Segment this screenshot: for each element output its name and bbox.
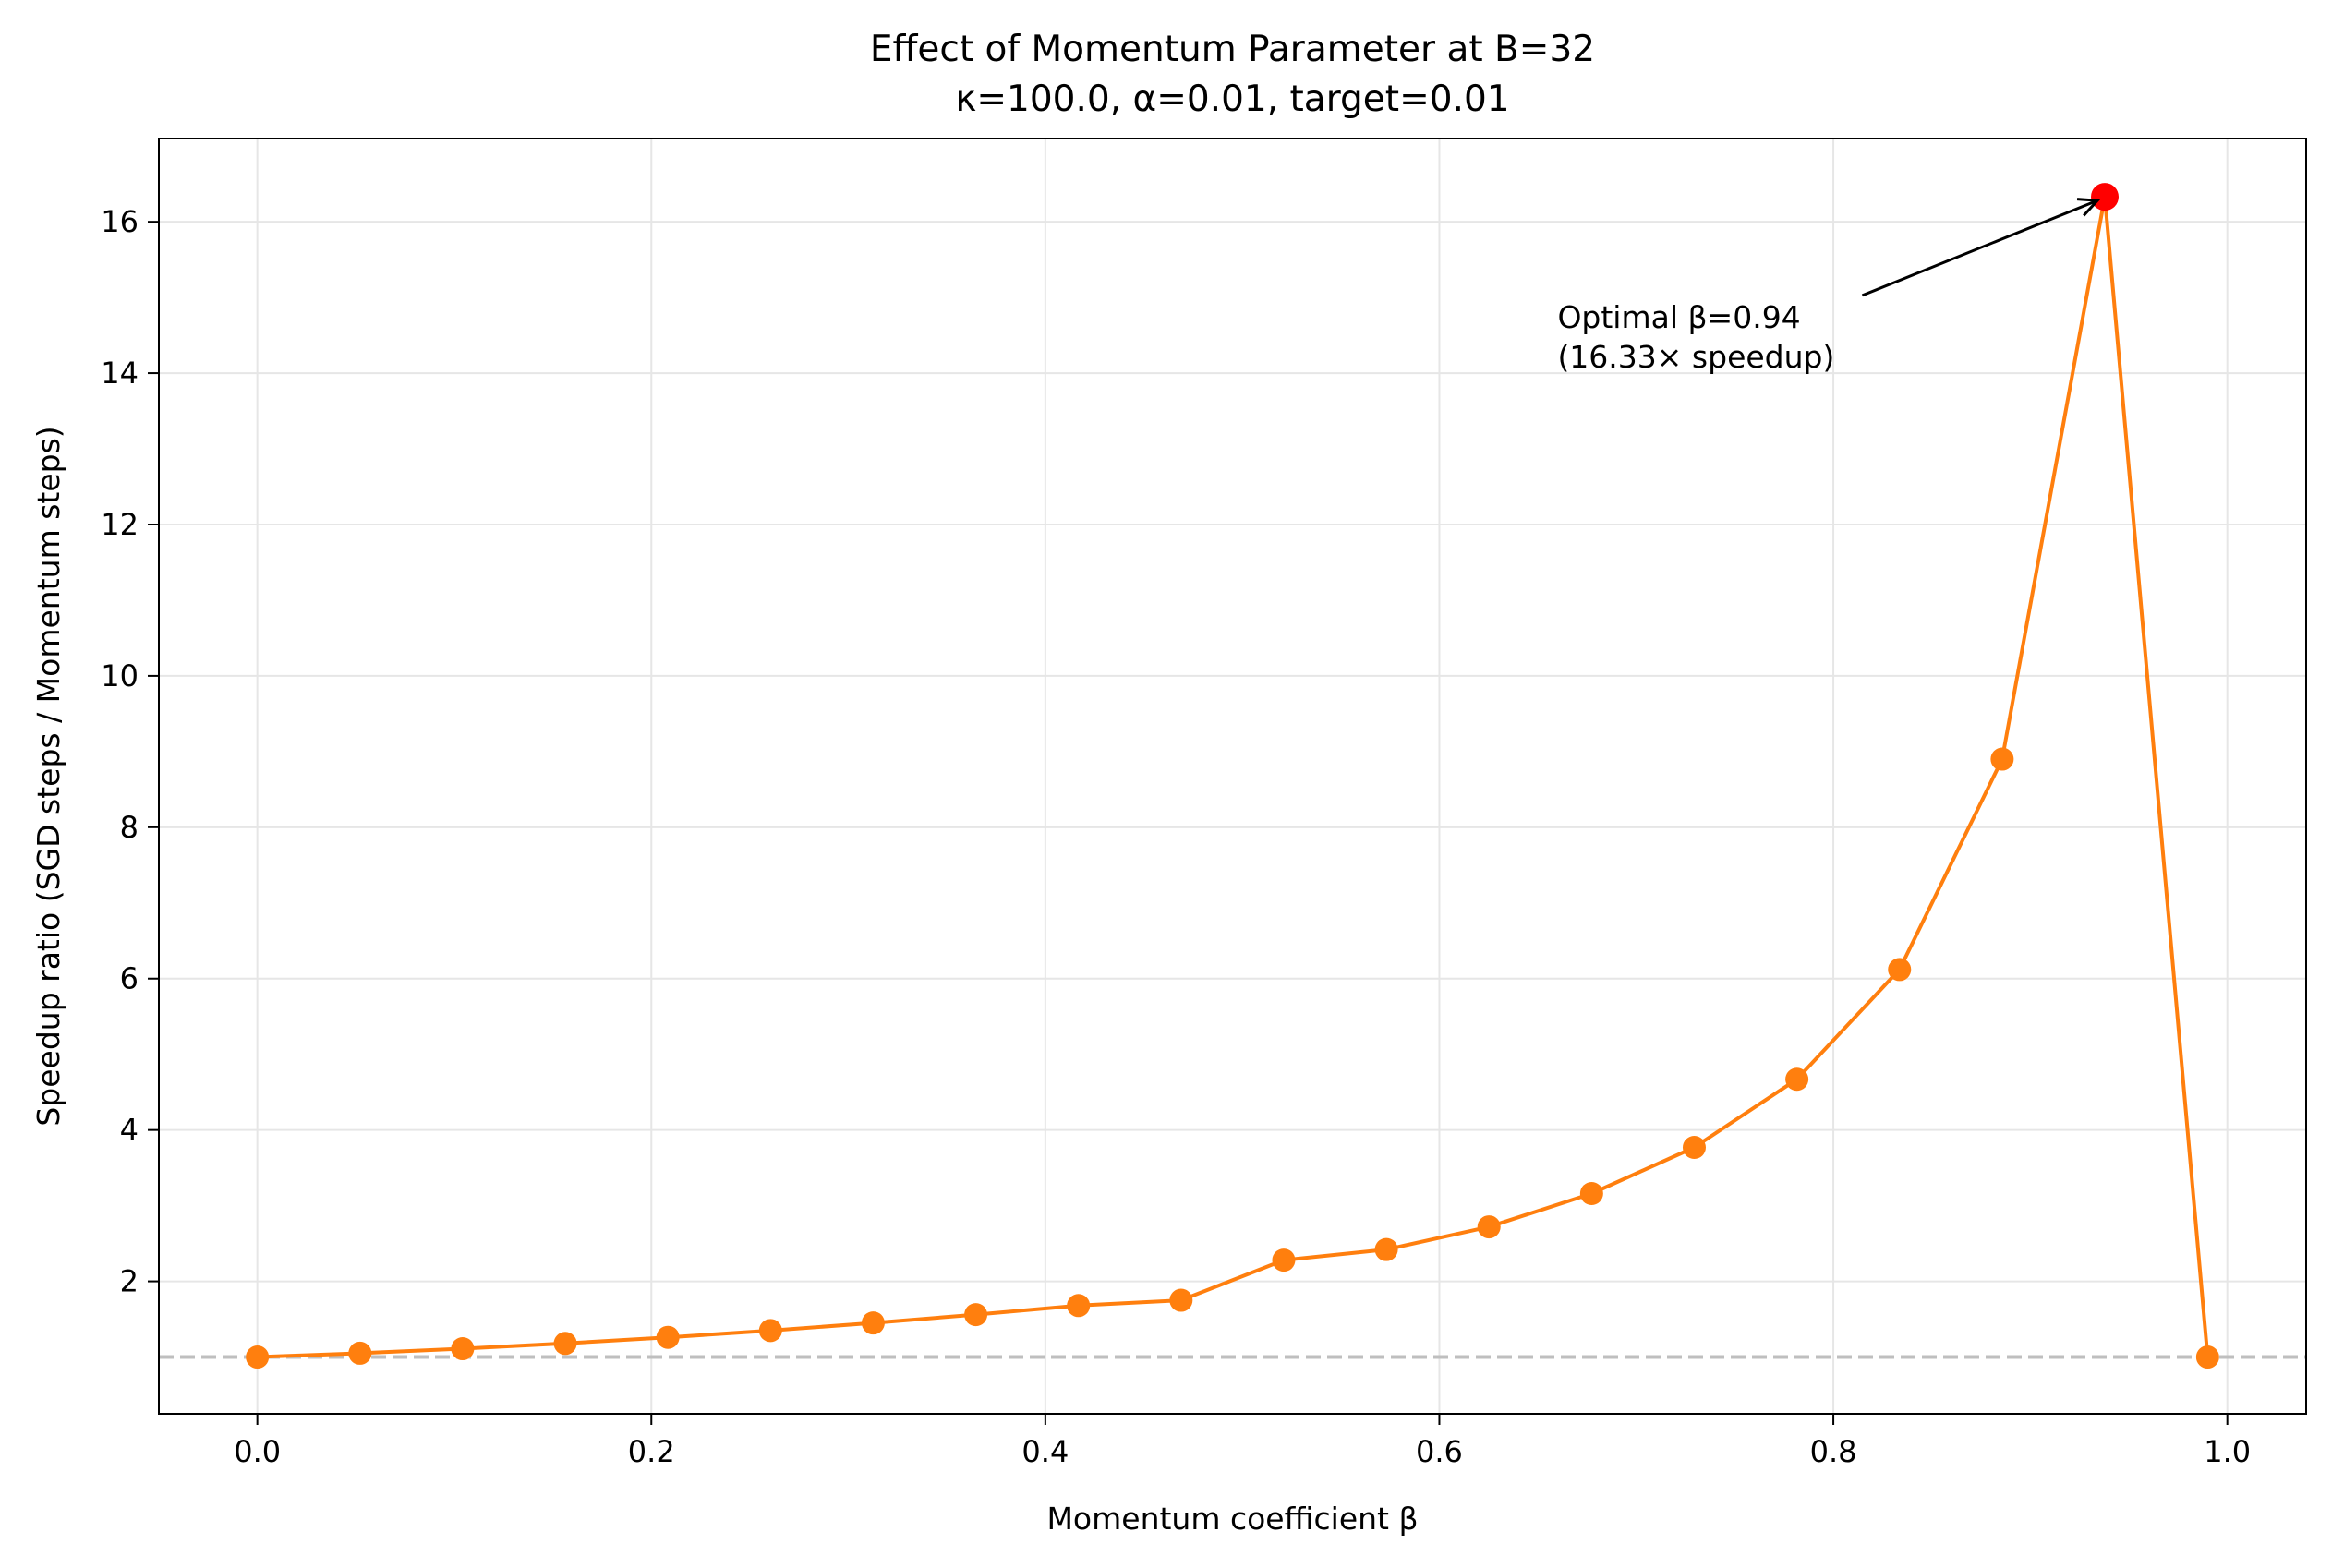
annotation-layer: Optimal β=0.94 (16.33× speedup): [1557, 198, 2101, 375]
data-point: [758, 1319, 782, 1343]
data-point: [1888, 958, 1912, 982]
y-axis-label: Speedup ratio (SGD steps / Momentum step…: [30, 426, 66, 1126]
data-point: [451, 1337, 475, 1361]
y-tick-label: 12: [101, 507, 139, 542]
x-axis-label: Momentum coefficient β: [1046, 1501, 1418, 1537]
data-point: [1272, 1248, 1296, 1272]
data-point: [1785, 1067, 1809, 1092]
data-point: [861, 1311, 885, 1335]
annotation-text-line: Optimal β=0.94: [1557, 299, 1800, 335]
ticks: 0.0 0.2 0.4 0.6 0.8 1.0 2 4 6 8 10 12 14 16: [101, 204, 2251, 1469]
data-point: [246, 1345, 270, 1369]
y-tick-label: 10: [101, 658, 139, 694]
y-tick-label: 8: [120, 810, 139, 845]
data-point: [1169, 1288, 1193, 1312]
data-point: [348, 1341, 372, 1365]
plot-frame: [158, 138, 2307, 1415]
annotation-arrow: [1861, 199, 2098, 297]
chart-subtitle: κ=100.0, α=0.01, target=0.01: [955, 78, 1509, 120]
x-tick-label: 0.2: [628, 1434, 675, 1469]
x-tick-label: 0.4: [1021, 1434, 1069, 1469]
data-point: [1374, 1237, 1398, 1261]
series-line: [257, 195, 2210, 1359]
data-point: [656, 1325, 680, 1349]
grid: [159, 139, 2306, 1414]
x-tick-label: 0.0: [234, 1434, 281, 1469]
x-tick-label: 0.6: [1416, 1434, 1463, 1469]
series-layer: [246, 183, 2219, 1369]
optimal-point: [2091, 183, 2120, 211]
data-point: [964, 1303, 988, 1327]
data-point: [2195, 1345, 2219, 1369]
y-tick-label: 6: [120, 961, 139, 996]
y-tick-label: 4: [120, 1113, 139, 1148]
data-point: [1067, 1294, 1091, 1318]
y-tick-label: 2: [120, 1264, 139, 1299]
data-point: [1990, 747, 2014, 771]
x-tick-label: 0.8: [1810, 1434, 1857, 1469]
annotation-arrowhead: [2076, 198, 2101, 217]
data-point: [1579, 1182, 1603, 1206]
annotation-text-line: (16.33× speedup): [1557, 339, 1834, 375]
y-tick-label: 14: [101, 356, 139, 391]
x-tick-label: 1.0: [2204, 1434, 2251, 1469]
data-point: [1477, 1215, 1501, 1239]
y-tick-label: 16: [101, 204, 139, 239]
data-point: [1682, 1136, 1706, 1160]
chart-title: Effect of Momentum Parameter at B=32: [870, 29, 1595, 70]
data-point: [553, 1332, 577, 1356]
